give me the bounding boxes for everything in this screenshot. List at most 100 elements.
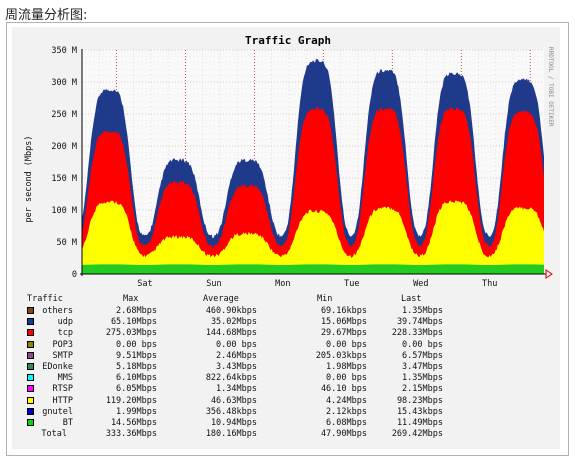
legend-avg: 46.63Mbps xyxy=(210,395,257,406)
y-axis-label: per second (Mbps) xyxy=(24,136,34,223)
legend-avg: 10.94Mbps xyxy=(210,418,257,428)
legend-min: 69.16kbps xyxy=(320,306,367,316)
legend-name: SMTP xyxy=(52,350,73,361)
y-tick-label: 0 xyxy=(72,270,77,280)
y-tick-label: 150 M xyxy=(51,174,77,184)
legend-row: RTSP 6.05Mbps 1.34Mbps 46.10 bps 2.15Mbps xyxy=(27,384,457,395)
stacked-areas xyxy=(82,59,544,274)
legend-avg: 356.48kbps xyxy=(205,406,257,417)
legend-name: udp xyxy=(57,317,73,328)
legend-min: 0.00 bps xyxy=(326,373,367,384)
legend-row: others 2.68Mbps 460.90kbps 69.16kbps 1.35Mbp… xyxy=(27,306,457,317)
legend-swatch xyxy=(27,374,34,382)
legend-avg: 3.43Mbps xyxy=(216,362,257,372)
legend-last: 3.47Mbps xyxy=(402,362,443,372)
legend-avg: 460.90kbps xyxy=(205,306,257,316)
legend-min: 46.10 bps xyxy=(320,384,367,395)
legend-name: gnutel xyxy=(42,406,73,417)
legend-avg: 822.64kbps xyxy=(205,373,257,384)
legend-max: 6.05Mbps xyxy=(116,384,157,395)
legend-last: 0.00 bps xyxy=(402,339,443,350)
y-tick-label: 300 M xyxy=(51,78,77,88)
legend-last: 1.35Mbps xyxy=(402,373,443,384)
legend-swatch xyxy=(27,329,34,337)
legend-last: 11.49Mbps xyxy=(396,418,443,428)
legend-row: Total 333.36Mbps 180.16Mbps 47.90Mbps 269.42… xyxy=(27,429,457,440)
x-tick-labels: Sat Sun Mon Tue Wed Thu xyxy=(137,279,497,289)
legend-min: 47.90Mbps xyxy=(320,429,367,440)
legend-swatch xyxy=(27,407,34,415)
legend-header: Traffic Max Average Min Last xyxy=(27,294,457,305)
legend-max: 119.20Mbps xyxy=(105,395,157,406)
legend-row: SMTP 9.51Mbps 2.46Mbps 205.03kbps 6.57Mbps xyxy=(27,351,457,362)
legend-name: BT xyxy=(62,418,73,428)
legend-name: MMS xyxy=(57,373,73,384)
legend-max: 0.00 bps xyxy=(116,339,157,350)
legend-name: HTTP xyxy=(52,395,73,406)
legend-name: POP3 xyxy=(52,339,73,350)
x-day-label: Mon xyxy=(275,279,290,289)
legend-header-max: Max xyxy=(123,294,139,304)
legend-swatch xyxy=(27,318,34,326)
legend-name: EDonke xyxy=(42,362,73,372)
legend-header-min: Min xyxy=(317,294,333,304)
legend-swatch xyxy=(27,307,34,314)
y-tick-label: 350 M xyxy=(51,46,77,56)
area-series-http xyxy=(82,200,544,274)
y-tick-label: 100 M xyxy=(51,206,77,216)
rrdtool-watermark: RRDTOOL / TOBI OETIKER xyxy=(547,47,554,127)
legend-row: udp 65.10Mbps 35.02Mbps 15.06Mbps 39.74Mbps xyxy=(27,317,457,328)
legend-max: 5.18Mbps xyxy=(116,362,157,372)
y-tick-label: 200 M xyxy=(51,142,77,152)
page-caption: 周流量分析图: xyxy=(5,8,88,23)
legend-last: 98.23Mbps xyxy=(396,395,443,406)
legend-max: 14.56Mbps xyxy=(110,418,157,428)
legend-swatch xyxy=(27,385,34,393)
x-day-label: Sun xyxy=(206,279,221,289)
legend-row: MMS 6.10Mbps 822.64kbps 0.00 bps 1.35Mbps xyxy=(27,373,457,384)
area-series-bt xyxy=(82,264,544,274)
legend-max: 2.68Mbps xyxy=(116,306,157,316)
legend-row: BT 14.56Mbps 10.94Mbps 6.08Mbps 11.49Mbps xyxy=(27,418,457,429)
legend-swatch xyxy=(27,351,34,359)
legend-avg: 180.16Mbps xyxy=(205,429,257,440)
legend-row: tcp 275.03Mbps 144.68Mbps 29.67Mbps 228.33Mb… xyxy=(27,328,457,339)
legend-min: 1.98Mbps xyxy=(326,362,367,372)
legend-row: HTTP 119.20Mbps 46.63Mbps 4.24Mbps 98.23Mbps xyxy=(27,396,457,407)
x-day-label: Tue xyxy=(344,279,359,289)
y-tick-label: 50 M xyxy=(57,238,77,248)
x-day-label: Sat xyxy=(137,279,152,289)
x-day-label: Thu xyxy=(482,279,497,289)
legend-min: 6.08Mbps xyxy=(326,418,367,428)
legend-min: 2.12kbps xyxy=(326,406,367,417)
legend-min: 15.06Mbps xyxy=(320,317,367,328)
legend-header-last: Last xyxy=(401,294,422,304)
legend-last: 269.42Mbps xyxy=(391,429,443,440)
legend-header-traffic: Traffic xyxy=(27,294,63,304)
area-series-tcp xyxy=(82,107,544,274)
legend-name: RTSP xyxy=(52,384,73,395)
legend-avg: 35.02Mbps xyxy=(210,317,257,328)
legend-max: 9.51Mbps xyxy=(116,350,157,361)
y-tick-labels: 0 50 M 100 M 150 M 200 M 250 M 300 M 350 M xyxy=(51,46,77,280)
legend-avg: 0.00 bps xyxy=(216,339,257,350)
legend-row: EDonke 5.18Mbps 3.43Mbps 1.98Mbps 3.47Mbps xyxy=(27,362,457,373)
legend-max: 6.10Mbps xyxy=(116,373,157,384)
legend-avg: 1.34Mbps xyxy=(216,384,257,395)
legend-name: others xyxy=(42,306,73,316)
legend-last: 2.15Mbps xyxy=(402,384,443,395)
legend-name: Total xyxy=(41,429,67,440)
legend-swatch xyxy=(27,419,34,426)
legend-swatch xyxy=(27,340,34,348)
legend-last: 15.43kbps xyxy=(396,406,443,417)
legend-max: 275.03Mbps xyxy=(105,328,157,339)
legend-header-avg: Average xyxy=(203,294,239,304)
legend-row: POP3 0.00 bps 0.00 bps 0.00 bps 0.00 bps xyxy=(27,340,457,351)
x-day-label: Wed xyxy=(413,279,428,289)
legend-min: 0.00 bps xyxy=(326,339,367,350)
legend-row: gnutel 1.99Mbps 356.48kbps 2.12kbps 15.43kbp… xyxy=(27,407,457,418)
legend-name: tcp xyxy=(57,328,73,339)
legend-min: 4.24Mbps xyxy=(326,395,367,406)
legend-min: 205.03kbps xyxy=(315,350,367,361)
legend-swatch xyxy=(27,363,34,370)
